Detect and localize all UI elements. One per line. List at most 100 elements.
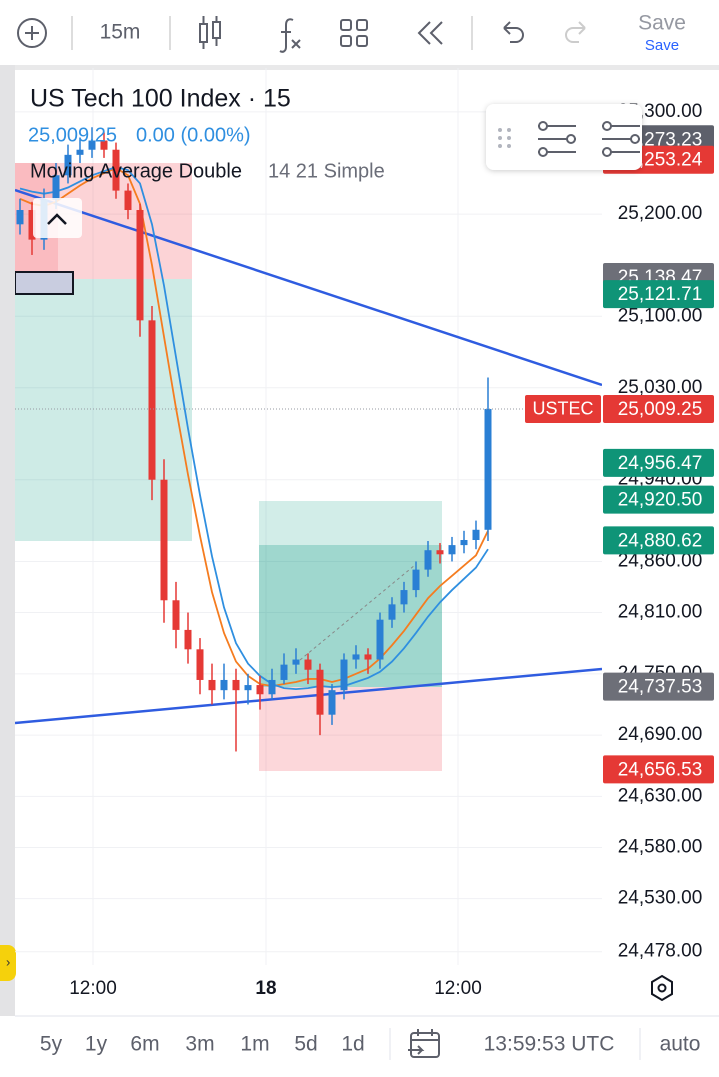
indicator-params: 14 21 Simple [268, 160, 385, 182]
auto-scale[interactable]: auto [660, 1033, 701, 1056]
candle-body [340, 659, 348, 691]
price-label-bg [603, 526, 714, 555]
candle-body [268, 679, 276, 695]
candle-body [352, 654, 360, 660]
save-caption: Save [645, 37, 679, 54]
candle-body [400, 590, 408, 605]
candle-body [148, 320, 156, 480]
candle-body [436, 550, 444, 555]
candle-body [64, 154, 72, 176]
candle-body [472, 529, 480, 540]
candle-body [388, 604, 396, 620]
indicator-icon[interactable] [279, 18, 301, 53]
candle-body [484, 408, 492, 530]
price-label-bg [603, 394, 714, 423]
floating-toolbar [486, 104, 642, 170]
candle-body [424, 550, 432, 570]
price-label: 24,920.50 [618, 490, 703, 511]
candle-body [100, 140, 108, 150]
indicator-name: Moving Average Double [30, 160, 242, 182]
symbol-title: US Tech 100 Index · 15 [30, 85, 291, 113]
range-button[interactable]: 1m [240, 1033, 269, 1056]
candle-body [448, 545, 456, 555]
toolbar-icons [17, 16, 586, 53]
y-tick-label: 24,860.00 [618, 550, 703, 571]
last-price: 25,009.25 [28, 124, 117, 146]
goto-date-icon[interactable] [408, 1029, 440, 1058]
collapse-button[interactable] [33, 198, 82, 238]
price-label: 24,956.47 [618, 453, 703, 474]
candle-body [232, 679, 240, 691]
range-button[interactable]: 1y [85, 1033, 108, 1056]
candle-body [304, 659, 312, 670]
candle-body [280, 664, 288, 680]
layout-icon[interactable] [340, 19, 368, 47]
replay-icon[interactable] [417, 21, 443, 45]
clock: 13:59:53 UTC [484, 1033, 615, 1056]
toolbar [0, 0, 719, 65]
undo-icon[interactable] [503, 21, 524, 43]
y-tick-label: 25,030.00 [618, 377, 703, 398]
candle-body [76, 149, 84, 155]
candle-body [376, 619, 384, 660]
candle-body [412, 569, 420, 591]
candle-body [244, 685, 252, 691]
y-tick-label: 24,810.00 [618, 602, 703, 623]
save-button[interactable]: Save [638, 12, 686, 35]
y-tick-label: 24,630.00 [618, 785, 703, 806]
x-tick-label: 18 [255, 978, 276, 999]
y-tick-label: 25,200.00 [618, 203, 703, 224]
line-tools[interactable] [538, 121, 640, 157]
range-button[interactable]: 3m [185, 1033, 214, 1056]
candle-body [208, 679, 216, 691]
moving-average [19, 167, 489, 688]
candle-body [28, 210, 36, 240]
side-tab-arrow: › [6, 954, 10, 969]
candle-body [184, 629, 192, 650]
candle-body [160, 479, 168, 601]
left-strip [0, 65, 15, 1077]
interval[interactable]: 15m [100, 21, 141, 44]
y-tick-label: 24,478.00 [618, 941, 703, 962]
range-button[interactable]: 5y [40, 1033, 63, 1056]
bottom-bar [0, 1016, 719, 1077]
candle-body [316, 669, 324, 715]
candle-icon[interactable] [199, 16, 221, 49]
candle-body [256, 685, 264, 695]
price-label-bg [603, 280, 714, 309]
y-tick-label: 24,530.00 [618, 888, 703, 909]
candle-body [16, 210, 24, 225]
candle-body [328, 690, 336, 715]
moving-average [19, 166, 489, 691]
price-label-bg [603, 672, 714, 701]
divider [0, 65, 719, 70]
candle-body [88, 140, 96, 150]
candle-body [136, 210, 144, 321]
price-label: 25,121.71 [618, 284, 703, 305]
candle-body [196, 649, 204, 680]
candle-body [124, 190, 132, 211]
redo-icon[interactable] [565, 21, 586, 43]
candle-body [460, 539, 468, 546]
candle-body [220, 679, 228, 691]
price-label-bg [603, 755, 714, 784]
add-icon[interactable] [17, 18, 47, 48]
x-tick-label: 12:00 [434, 978, 482, 999]
candle-body [292, 659, 300, 665]
range-button[interactable]: 1d [341, 1033, 364, 1056]
price-label: 25,009.25 [618, 399, 703, 420]
price-label-bg [603, 485, 714, 514]
symbol-tag: USTEC [532, 399, 593, 419]
candle-body [364, 654, 372, 660]
range-button[interactable]: 6m [130, 1033, 159, 1056]
symbol-tag-bg [525, 394, 601, 423]
settings-icon[interactable] [651, 974, 673, 1002]
price-label: 24,656.53 [618, 759, 703, 780]
range-button[interactable]: 5d [294, 1033, 317, 1056]
side-tab[interactable] [0, 945, 16, 981]
price-label: 24,737.53 [618, 677, 703, 698]
candle-body [112, 149, 120, 191]
candle-body [172, 600, 180, 630]
price-label: 24,880.62 [618, 530, 703, 551]
